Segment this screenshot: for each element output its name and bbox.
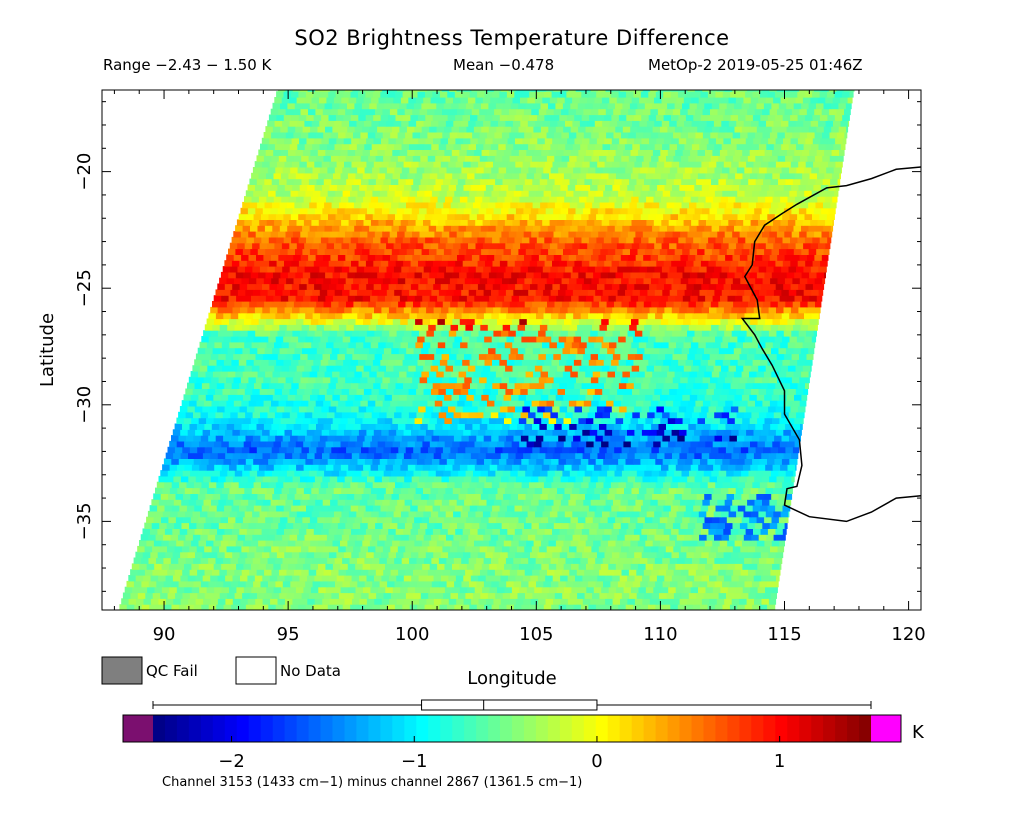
x-tick-label: 110 bbox=[643, 624, 677, 645]
colorbar-step bbox=[380, 715, 393, 742]
colorbar-step bbox=[571, 715, 585, 742]
x-axis-label: Longitude bbox=[467, 668, 557, 689]
colorbar-step bbox=[476, 715, 489, 742]
colorbar-step bbox=[224, 715, 238, 742]
x-tick-label: 120 bbox=[891, 624, 925, 645]
colorbar-step bbox=[715, 715, 728, 742]
colorbar-step bbox=[775, 715, 788, 742]
colorbar-tick-label: −2 bbox=[218, 751, 245, 772]
colorbar-step bbox=[751, 715, 764, 742]
no-data-swatch bbox=[235, 656, 277, 685]
colorbar-step bbox=[488, 715, 501, 742]
colorbar-step bbox=[332, 715, 346, 742]
x-tick-label: 90 bbox=[153, 624, 176, 645]
colorbar-tick-label: 0 bbox=[591, 751, 602, 772]
colorbar-step bbox=[583, 715, 597, 742]
colorbar-tick-label: 1 bbox=[774, 751, 785, 772]
colorbar-step bbox=[356, 715, 369, 742]
colorbar-step bbox=[284, 715, 298, 742]
mean-label: Mean −0.478 bbox=[453, 56, 555, 74]
colorbar-step bbox=[452, 715, 465, 742]
heatmap-layer bbox=[119, 90, 855, 610]
colorbar-step bbox=[260, 715, 274, 742]
colorbar-step bbox=[308, 715, 322, 742]
colorbar-step bbox=[464, 715, 477, 742]
colorbar-step bbox=[655, 715, 669, 742]
x-tick-label: 95 bbox=[277, 624, 300, 645]
y-tick-label: −20 bbox=[74, 153, 95, 191]
colorbar-step bbox=[787, 715, 800, 742]
colorbar-step bbox=[763, 715, 776, 742]
y-tick-label: −35 bbox=[74, 502, 95, 540]
colorbar-under bbox=[123, 715, 153, 742]
colorbar-step bbox=[595, 715, 609, 742]
colorbar-step bbox=[428, 715, 441, 742]
colorbar-step bbox=[248, 715, 262, 742]
colorbar-step bbox=[236, 715, 250, 742]
colorbar-tick-label: −1 bbox=[401, 751, 428, 772]
colorbar-step bbox=[272, 715, 286, 742]
colorbar-step bbox=[691, 715, 705, 742]
colorbar-step bbox=[200, 715, 214, 742]
footer-channel-note: Channel 3153 (1433 cm−1) minus channel 2… bbox=[162, 775, 582, 790]
colorbar-step bbox=[153, 715, 166, 742]
x-tick-label: 115 bbox=[767, 624, 801, 645]
x-tick-label: 105 bbox=[519, 624, 553, 645]
colorbar-step bbox=[643, 715, 657, 742]
colorbar-step bbox=[847, 715, 860, 742]
colorbar-step bbox=[512, 715, 525, 742]
colorbar-step bbox=[212, 715, 226, 742]
distribution-boxplot bbox=[152, 699, 872, 711]
x-tick-label: 100 bbox=[395, 624, 429, 645]
colorbar-frame bbox=[122, 714, 902, 743]
colorbar-step bbox=[607, 715, 621, 742]
colorbar-step bbox=[703, 715, 717, 742]
colorbar-step bbox=[176, 715, 190, 742]
x-axis: 90 95 100 105 110 115 120 bbox=[113, 90, 926, 645]
colorbar-step bbox=[440, 715, 453, 742]
colorbar-step bbox=[165, 715, 178, 742]
colorbar-step bbox=[835, 715, 848, 742]
colorbar-step bbox=[404, 715, 417, 742]
colorbar-step bbox=[859, 715, 872, 742]
colorbar: −2 −1 0 1 bbox=[122, 714, 902, 772]
colorbar-step bbox=[679, 715, 693, 742]
colorbar-over bbox=[871, 715, 901, 742]
no-data-label: No Data bbox=[280, 662, 341, 680]
y-tick-label: −30 bbox=[74, 386, 95, 424]
colorbar-step bbox=[524, 715, 537, 742]
satellite-time-label: MetOp-2 2019-05-25 01:46Z bbox=[648, 56, 863, 74]
y-tick-label: −25 bbox=[74, 269, 95, 307]
colorbar-unit: K bbox=[912, 722, 925, 743]
range-label: Range −2.43 − 1.50 K bbox=[103, 56, 272, 74]
colorbar-step bbox=[619, 715, 633, 742]
coastline-layer bbox=[740, 166, 921, 523]
colorbar-step bbox=[547, 715, 561, 742]
boxplot-box bbox=[421, 699, 598, 711]
colorbar-step bbox=[727, 715, 740, 742]
colorbar-step bbox=[535, 715, 549, 742]
colorbar-step bbox=[811, 715, 824, 742]
colorbar-step bbox=[799, 715, 812, 742]
colorbar-step bbox=[823, 715, 836, 742]
colorbar-step bbox=[320, 715, 334, 742]
colorbar-step bbox=[559, 715, 573, 742]
y-axis-label: Latitude bbox=[37, 313, 58, 387]
y-axis: −20 −25 −30 −35 bbox=[74, 101, 921, 592]
qc-fail-label: QC Fail bbox=[146, 662, 198, 680]
colorbar-step bbox=[368, 715, 381, 742]
colorbar-step bbox=[500, 715, 513, 742]
colorbar-step bbox=[392, 715, 405, 742]
colorbar-step bbox=[667, 715, 681, 742]
coastline bbox=[740, 166, 921, 523]
qc-fail-swatch bbox=[101, 656, 143, 685]
chart-title: SO2 Brightness Temperature Difference bbox=[294, 26, 730, 50]
colorbar-step bbox=[296, 715, 310, 742]
colorbar-step bbox=[739, 715, 752, 742]
colorbar-step bbox=[344, 715, 358, 742]
colorbar-step bbox=[416, 715, 429, 742]
colorbar-step bbox=[631, 715, 645, 742]
colorbar-step bbox=[188, 715, 202, 742]
